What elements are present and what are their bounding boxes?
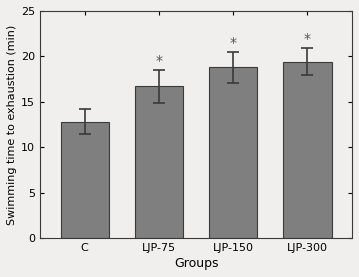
Bar <box>283 62 332 238</box>
Bar <box>209 67 257 238</box>
Text: *: * <box>230 35 237 50</box>
Text: *: * <box>304 32 311 46</box>
Bar <box>61 122 109 238</box>
X-axis label: Groups: Groups <box>174 257 218 270</box>
Bar <box>135 86 183 238</box>
Text: *: * <box>155 54 162 68</box>
Y-axis label: Swimming time to exhaustion (min): Swimming time to exhaustion (min) <box>7 24 17 225</box>
